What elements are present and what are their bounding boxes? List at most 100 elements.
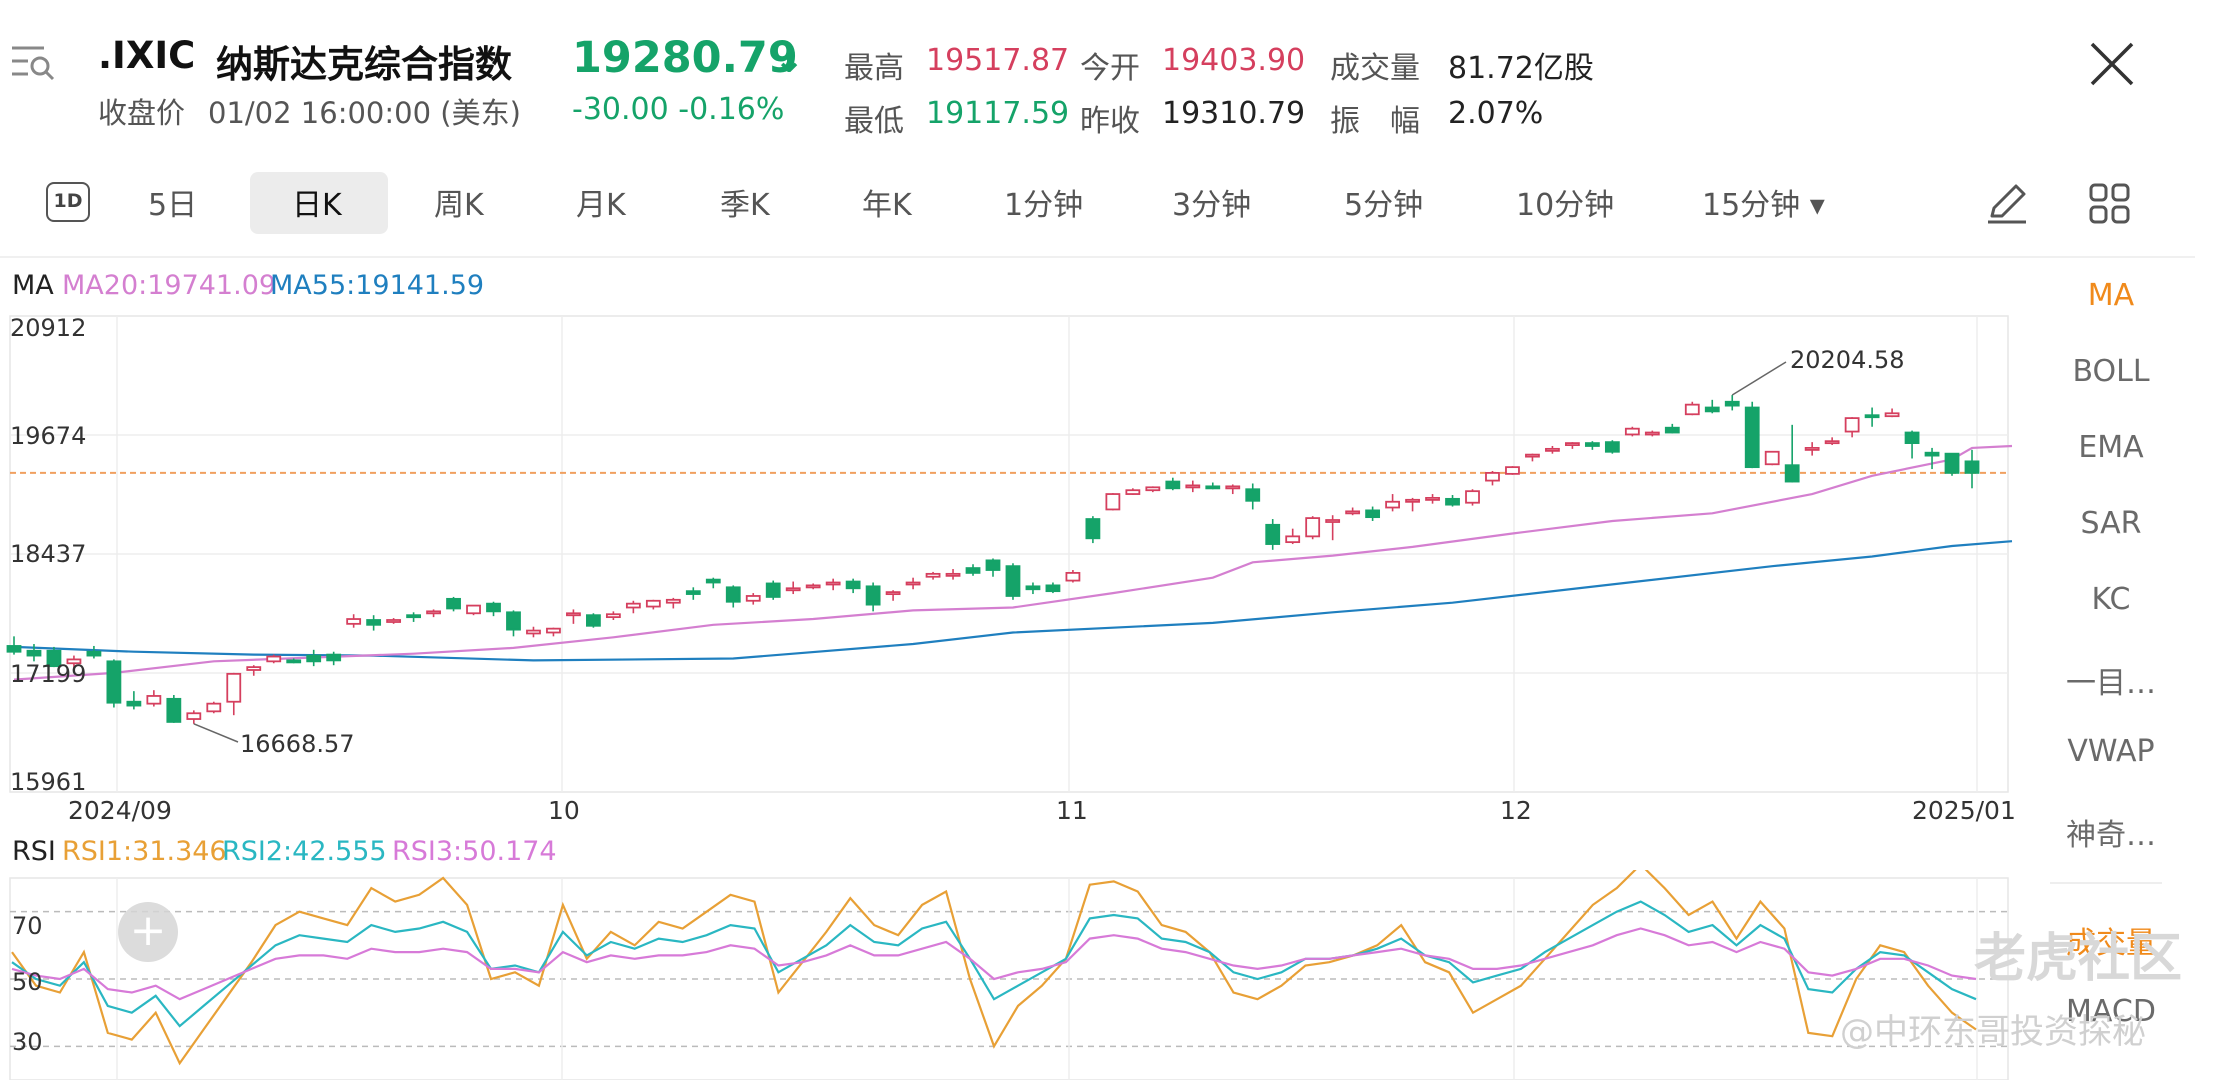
x-tick-label: 10	[548, 796, 580, 825]
rsi1-line	[11, 870, 1977, 1066]
add-button[interactable]: +	[118, 902, 178, 962]
candlestick-chart[interactable]	[0, 300, 2020, 840]
candle-up	[1824, 440, 1840, 445]
candle-up	[566, 612, 581, 617]
rsi-tick-label: 50	[12, 968, 43, 996]
divider	[0, 256, 2195, 258]
candle-up	[785, 587, 801, 592]
y-tick-label: 19674	[10, 422, 87, 450]
open-label: 今开	[1080, 51, 1140, 86]
close-icon[interactable]	[2088, 40, 2136, 88]
candle-down	[1604, 441, 1620, 453]
indicator-vwap[interactable]: VWAP	[2067, 734, 2155, 769]
candle-down	[1584, 442, 1600, 447]
rsi3-legend: RSI3:50.174	[392, 836, 557, 867]
indicator-macd[interactable]: MACD	[2066, 994, 2156, 1029]
x-tick-label: 11	[1056, 796, 1088, 825]
candle-up	[1325, 519, 1341, 523]
ma20-legend: MA20:19741.09	[62, 270, 277, 301]
candle-down	[486, 602, 501, 613]
ma20-line	[13, 444, 2013, 681]
candle-down	[1005, 565, 1021, 597]
candle-down	[1205, 485, 1221, 490]
x-tick-label: 2025/01	[1912, 796, 2016, 825]
y-tick-label: 15961	[10, 768, 87, 796]
rsi-tick-label: 70	[12, 912, 43, 940]
candle-up	[186, 712, 202, 720]
high-annotation: 20204.58	[1790, 346, 1905, 374]
tab-5min[interactable]: 5分钟	[1344, 188, 1424, 223]
volume-label: 成交量	[1330, 51, 1420, 86]
candle-down	[1704, 406, 1720, 413]
tab-5day[interactable]: 5日	[148, 188, 198, 223]
candle-up	[1065, 571, 1081, 582]
rsi-chart[interactable]	[0, 870, 2020, 1080]
candle-up	[605, 613, 621, 619]
tab-daily[interactable]: 日K	[292, 188, 342, 223]
candle-down	[1265, 523, 1281, 545]
candle-up	[1525, 453, 1540, 458]
price-change: -30.00 -0.16%	[572, 92, 785, 127]
divider	[2050, 882, 2162, 884]
candle-up	[226, 672, 242, 703]
open-value: 19403.90	[1162, 43, 1306, 78]
indicator-volume[interactable]: 成交量	[2066, 926, 2156, 961]
candle-up	[1644, 431, 1660, 436]
candle-down	[1904, 431, 1920, 444]
candle-up	[1125, 489, 1141, 495]
indicator-kc[interactable]: KC	[2091, 582, 2131, 617]
indicator-ma[interactable]: MA	[2087, 278, 2135, 313]
candle-down	[6, 645, 22, 653]
candle-down	[725, 586, 741, 603]
grid-icon[interactable]	[2088, 182, 2132, 226]
candle-up	[1565, 442, 1580, 446]
candle-up	[905, 581, 921, 586]
candle-up	[1185, 484, 1201, 489]
candle-down	[1724, 400, 1740, 407]
ma-legend-title: MA	[12, 270, 54, 301]
candle-up	[885, 591, 901, 596]
candle-down	[326, 653, 342, 662]
candle-down	[1964, 460, 1980, 474]
low-label: 最低	[844, 104, 904, 139]
low-value: 19117.59	[926, 96, 1070, 131]
tab-quarterly[interactable]: 季K	[720, 188, 770, 223]
candle-up	[246, 666, 262, 671]
candle-up	[1425, 497, 1440, 501]
indicator-ema[interactable]: EMA	[2078, 430, 2144, 465]
indicator-boll[interactable]: BOLL	[2072, 354, 2150, 389]
tab-3min[interactable]: 3分钟	[1172, 188, 1252, 223]
candle-up	[745, 595, 761, 602]
candle-up	[1844, 417, 1860, 433]
candle-down	[1864, 414, 1880, 419]
candle-down	[965, 567, 981, 574]
candle-down	[1924, 451, 1940, 457]
candle-down	[845, 580, 861, 590]
candle-down	[1165, 480, 1181, 490]
pen-icon[interactable]	[1984, 180, 2030, 226]
tab-yearly[interactable]: 年K	[862, 188, 912, 223]
indicator-ichimoku[interactable]: 一目…	[2066, 666, 2156, 701]
candle-up	[1884, 412, 1900, 418]
menu-search-icon[interactable]	[10, 44, 56, 82]
rsi-tick-label: 30	[12, 1028, 43, 1056]
one-day-icon[interactable]: 1D	[46, 182, 90, 222]
tab-10min[interactable]: 10分钟	[1516, 188, 1615, 223]
symbol-code: .IXIC	[98, 34, 196, 77]
candle-down	[166, 697, 182, 723]
candle-down	[106, 660, 122, 704]
tab-1min[interactable]: 1分钟	[1004, 188, 1084, 223]
tab-monthly[interactable]: 月K	[576, 188, 626, 223]
tab-15min-dropdown[interactable]: 15分钟 ▾	[1702, 188, 1825, 223]
candle-up	[1225, 485, 1241, 490]
indicator-sar[interactable]: SAR	[2080, 506, 2142, 541]
candle-up	[625, 602, 641, 609]
indicator-magic[interactable]: 神奇…	[2066, 818, 2156, 853]
candle-down	[286, 659, 302, 664]
candle-up	[1305, 517, 1321, 538]
quote-timestamp: 01/02 16:00:00 (美东)	[208, 96, 521, 130]
ma55-line	[13, 540, 2013, 662]
y-tick-label: 17199	[10, 660, 87, 688]
tab-weekly[interactable]: 周K	[434, 188, 484, 223]
candle-down	[765, 582, 781, 598]
